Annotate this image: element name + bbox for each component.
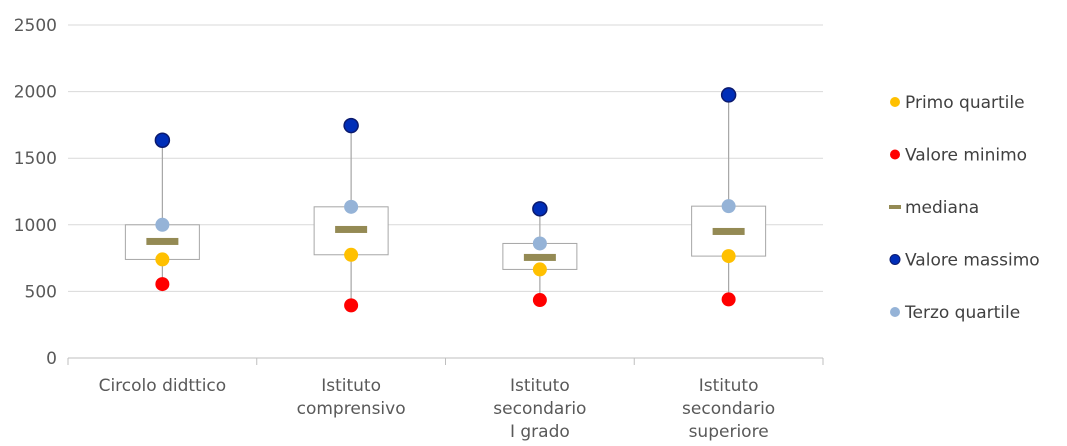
marker-terzo-quartile <box>721 199 736 214</box>
legend-item: Primo quartile <box>890 93 1025 113</box>
legend-item: Valore massimo <box>889 251 1040 271</box>
marker-primo-quartile <box>532 262 547 277</box>
y-axis: 0 500 1000 1500 2000 2500 <box>14 16 57 369</box>
legend-item: Terzo quartile <box>890 303 1020 323</box>
marker-primo-quartile <box>155 252 170 267</box>
y-tick-label: 0 <box>46 349 57 369</box>
marker-valore-minimo <box>532 293 547 308</box>
y-tick-label: 500 <box>25 282 57 302</box>
legend-swatch <box>890 307 900 317</box>
legend-swatch <box>890 149 900 160</box>
marker-terzo-quartile <box>532 236 547 251</box>
marker-mediana <box>335 225 368 233</box>
legend-label: Terzo quartile <box>904 303 1020 323</box>
y-tick-label: 1000 <box>14 216 57 236</box>
legend-label: Valore minimo <box>905 146 1027 166</box>
marker-valore-massimo <box>343 117 359 134</box>
marker-valore-minimo <box>344 298 359 313</box>
legend-swatch <box>889 254 901 265</box>
marker-valore-massimo <box>532 201 548 217</box>
marker-valore-minimo <box>721 292 736 307</box>
marker-valore-minimo <box>155 277 170 292</box>
legend-label: Valore massimo <box>905 251 1040 271</box>
x-tick-label: Circolo didttico <box>99 376 227 396</box>
legend: Primo quartile Valore minimo mediana Valore… <box>889 93 1040 323</box>
legend-swatch <box>890 97 900 107</box>
legend-item: mediana <box>889 198 979 218</box>
marker-primo-quartile <box>721 249 736 264</box>
y-tick-label: 2000 <box>14 83 57 103</box>
marker-terzo-quartile <box>344 199 359 214</box>
y-tick-label: 2500 <box>14 16 57 36</box>
marker-valore-massimo <box>154 132 171 148</box>
legend-label: Primo quartile <box>905 93 1025 113</box>
plot-area <box>124 87 767 313</box>
marker-mediana <box>712 227 745 235</box>
legend-swatch <box>889 205 901 209</box>
marker-terzo-quartile <box>155 217 170 232</box>
marker-primo-quartile <box>344 247 359 262</box>
y-tick-label: 1500 <box>14 149 57 169</box>
marker-mediana <box>146 237 179 245</box>
legend-item: Valore minimo <box>890 146 1027 166</box>
legend-label: mediana <box>905 198 979 218</box>
x-axis: Circolo didttico Istituto comprensivo Istit… <box>67 357 824 442</box>
marker-mediana <box>523 253 556 261</box>
x-tick-label: Istituto secondario I grado <box>493 376 586 442</box>
x-tick-label: Istituto secondario superiore <box>682 376 775 442</box>
marker-valore-massimo <box>720 87 737 103</box>
x-tick-label: Istituto comprensivo <box>297 376 406 419</box>
